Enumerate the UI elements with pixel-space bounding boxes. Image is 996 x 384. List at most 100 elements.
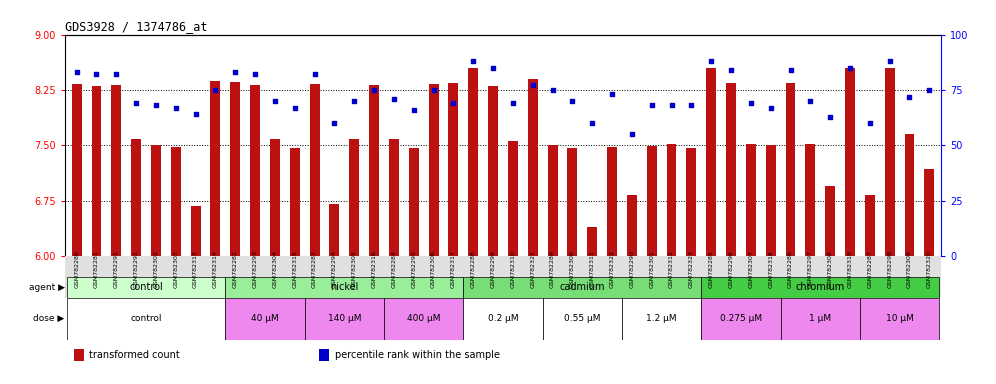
Bar	[781, 298, 860, 340]
Bar	[924, 169, 934, 256]
Point	[703, 58, 719, 64]
Point	[187, 111, 203, 118]
Text: nickel: nickel	[330, 282, 359, 292]
Bar	[588, 227, 598, 256]
Point	[207, 87, 223, 93]
Point	[445, 100, 461, 106]
Point	[545, 87, 561, 93]
Bar	[190, 206, 200, 256]
Text: 40 μM: 40 μM	[251, 314, 279, 323]
Point	[585, 120, 601, 126]
Point	[505, 100, 521, 106]
Point	[823, 113, 839, 119]
Bar	[904, 134, 914, 256]
Bar	[290, 147, 300, 256]
Point	[783, 67, 799, 73]
Bar	[865, 195, 874, 256]
Bar	[666, 144, 676, 256]
Bar	[384, 298, 463, 340]
Bar	[463, 277, 701, 298]
Bar	[250, 85, 260, 256]
Text: GDS3928 / 1374786_at: GDS3928 / 1374786_at	[65, 20, 207, 33]
Bar	[225, 277, 463, 298]
Bar	[786, 83, 796, 256]
Bar	[701, 277, 939, 298]
Point	[327, 120, 343, 126]
Bar	[528, 79, 538, 256]
Text: 0.2 μM: 0.2 μM	[488, 314, 518, 323]
Bar	[310, 84, 320, 256]
Text: control: control	[130, 314, 161, 323]
Bar	[389, 139, 398, 256]
Bar	[151, 145, 161, 256]
Text: 0.275 μM: 0.275 μM	[720, 314, 762, 323]
Bar	[210, 81, 220, 256]
Bar	[548, 145, 558, 256]
Bar	[826, 186, 835, 256]
Text: percentile rank within the sample: percentile rank within the sample	[335, 350, 500, 360]
Point	[267, 98, 283, 104]
Bar	[701, 298, 781, 340]
Bar	[568, 148, 578, 256]
Text: 0.55 μM: 0.55 μM	[564, 314, 601, 323]
Point	[803, 98, 819, 104]
Bar	[171, 147, 180, 256]
Bar	[225, 298, 305, 340]
Point	[623, 131, 639, 137]
Text: agent ▶: agent ▶	[29, 283, 65, 292]
Text: 400 μM: 400 μM	[407, 314, 440, 323]
Bar	[686, 147, 696, 256]
Point	[465, 58, 481, 64]
Point	[385, 96, 401, 102]
Bar	[448, 83, 458, 256]
Bar	[330, 204, 340, 256]
Bar	[860, 298, 939, 340]
Bar	[646, 146, 656, 256]
Bar	[370, 85, 379, 256]
Point	[307, 71, 323, 78]
Bar	[131, 139, 141, 256]
Bar	[428, 84, 438, 256]
Point	[405, 107, 421, 113]
Bar	[488, 86, 498, 256]
Point	[525, 83, 541, 89]
Point	[247, 71, 263, 78]
Point	[763, 104, 779, 111]
Text: dose ▶: dose ▶	[34, 314, 65, 323]
Point	[565, 98, 581, 104]
Point	[862, 120, 877, 126]
Point	[425, 87, 441, 93]
Point	[227, 69, 243, 75]
Point	[683, 103, 699, 109]
Text: chromium: chromium	[796, 282, 845, 292]
Point	[901, 93, 917, 99]
Bar	[766, 145, 776, 256]
Point	[69, 69, 85, 75]
Text: cadmium: cadmium	[560, 282, 605, 292]
Bar	[884, 68, 894, 256]
Bar	[626, 195, 636, 256]
Bar	[726, 83, 736, 256]
Bar	[408, 147, 418, 256]
Point	[842, 65, 858, 71]
Point	[167, 104, 183, 111]
Point	[723, 67, 739, 73]
Text: control: control	[129, 282, 163, 292]
Bar	[319, 349, 330, 361]
Point	[485, 65, 501, 71]
Bar	[270, 139, 280, 256]
Text: 1 μM: 1 μM	[809, 314, 832, 323]
Text: 140 μM: 140 μM	[328, 314, 362, 323]
Point	[128, 100, 144, 106]
Text: transformed count: transformed count	[90, 350, 180, 360]
Bar	[67, 298, 225, 340]
Point	[347, 98, 363, 104]
Bar	[622, 298, 701, 340]
Bar	[845, 68, 855, 256]
Point	[881, 58, 897, 64]
Point	[148, 103, 164, 109]
Bar	[74, 349, 84, 361]
Bar	[112, 85, 122, 256]
Point	[367, 87, 382, 93]
Point	[109, 71, 124, 78]
